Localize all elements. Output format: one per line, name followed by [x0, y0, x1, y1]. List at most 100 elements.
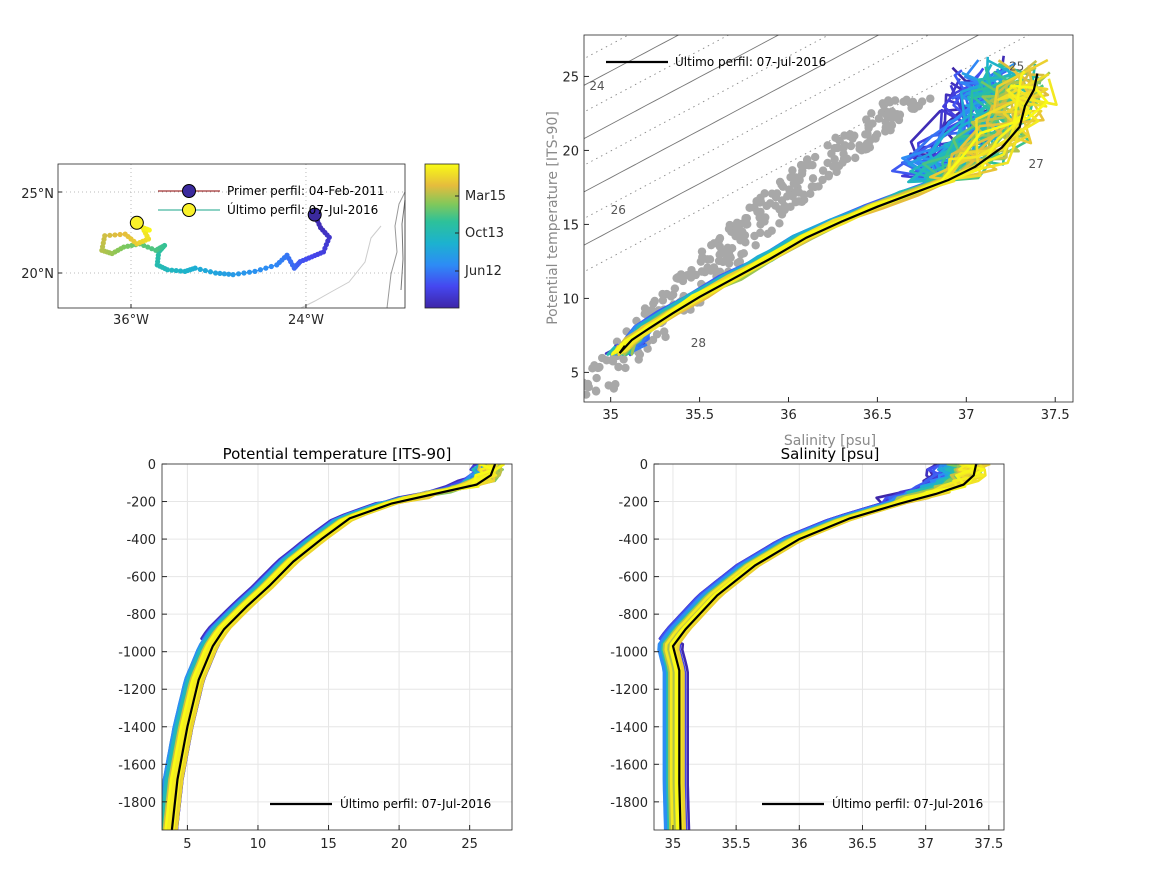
ts-climatology-point — [808, 174, 818, 183]
theta-depth-ytick-label: -400 — [126, 533, 156, 548]
ts-climatology-point — [839, 143, 848, 153]
map-profile-dot — [153, 247, 159, 253]
ts-climatology-point — [830, 154, 839, 164]
ts-climatology-point — [584, 390, 591, 399]
ts-xlabel: Salinity [psu] — [784, 433, 876, 449]
map-profile-dot — [146, 227, 152, 233]
ts-isopycnal — [584, 35, 880, 193]
salinity-depth-xtick-label: 36.5 — [848, 837, 877, 852]
theta-depth-ytick-label: -200 — [126, 496, 156, 511]
salinity-depth-ytick-label: -200 — [618, 496, 648, 511]
ts-climatology-point — [718, 257, 728, 267]
ts-climatology-point — [724, 224, 734, 234]
salinity-depth-last-profile-line — [671, 464, 978, 830]
map-profile-dot — [202, 267, 208, 274]
ts-climatology-point — [886, 125, 895, 135]
theta-depth-profile-line — [164, 464, 496, 830]
ts-climatology-point — [649, 299, 658, 308]
ts-climatology-point — [878, 99, 887, 108]
ts-isopycnal-label: 24 — [589, 79, 604, 93]
ts-climatology-point — [914, 101, 924, 111]
ts-isopycnal — [557, 0, 1108, 20]
ts-climatology-point — [839, 154, 849, 163]
salinity-depth-ytick-label: -1800 — [610, 796, 648, 811]
ts-legend-label: Último perfil: 07-Jul-2016 — [675, 54, 826, 69]
ts-climatology-point — [788, 192, 797, 201]
colorbar-tick-mar15: Mar15 — [465, 189, 506, 204]
ts-climatology-point — [824, 172, 833, 181]
ts-climatology-point — [788, 166, 797, 175]
map-frame — [57, 163, 406, 309]
ts-isopycnal-label: 27 — [1029, 157, 1044, 171]
ts-isopycnal-label: 28 — [691, 336, 706, 350]
salinity-depth-title: Salinity [psu] — [781, 445, 880, 463]
map-profile-dot — [125, 243, 131, 249]
map-profile-dot — [173, 267, 179, 274]
ts-climatology-point — [662, 289, 671, 299]
ts-isopycnal-label: 26 — [611, 203, 626, 217]
salinity-depth-ytick-label: -600 — [618, 571, 648, 586]
ts-climatology-point — [715, 242, 725, 251]
colorbar-tick-jun12: Jun12 — [464, 264, 502, 279]
theta-depth-title: Potential temperature [ITS-90] — [223, 445, 452, 463]
map-profile-dot — [102, 233, 108, 239]
map-profile-dot — [274, 262, 280, 268]
ts-climatology-point — [715, 234, 725, 243]
colorbar: Mar15 Oct13 Jun12 — [424, 163, 506, 309]
ts-isopycnal-label: 25 — [1009, 60, 1024, 74]
ts-climatology-point — [611, 379, 620, 389]
map-profile-dot — [263, 265, 269, 271]
ts-climatology-point — [652, 330, 662, 339]
salinity-depth-legend-label: Último perfil: 07-Jul-2016 — [832, 796, 983, 811]
ts-climatology-point — [835, 136, 844, 146]
ts-climatology-point — [846, 141, 856, 151]
ts-climatology-point — [796, 160, 806, 170]
map-last-profile-marker — [129, 215, 144, 230]
legend-first-label: Primer perfil: 04-Feb-2011 — [227, 184, 385, 198]
map-profile-dot — [107, 232, 113, 238]
ts-climatology-point — [895, 110, 905, 119]
salinity-depth-xtick-label: 35.5 — [722, 837, 751, 852]
ts-climatology-point — [661, 332, 670, 342]
ts-ytick-label: 20 — [562, 144, 579, 159]
ts-climatology-point — [851, 153, 860, 163]
salinity-depth-xtick-label: 35 — [665, 837, 682, 852]
ts-climatology-point — [751, 241, 760, 250]
ts-isopycnal — [584, 35, 980, 246]
theta-depth-panel: Potential temperature [ITS-90] 5 10 15 20 25… — [118, 445, 513, 852]
ts-climatology-point — [818, 175, 827, 185]
ts-ytick-label: 5 — [571, 366, 579, 381]
map-profile-dot — [177, 268, 184, 274]
ts-climatology-point — [739, 218, 749, 227]
map-profile-dot — [182, 268, 188, 274]
ts-climatology-point — [619, 355, 628, 364]
salinity-depth-ytick-label: -800 — [618, 608, 648, 623]
map-profile-dot — [207, 269, 214, 275]
salinity-depth-ytick-label: -1000 — [610, 646, 648, 661]
ts-climatology-point — [678, 276, 688, 286]
ts-climatology-point — [771, 201, 780, 210]
map-profile-dot — [212, 270, 219, 276]
ts-legend: Último perfil: 07-Jul-2016 — [606, 54, 826, 69]
ts-climatology-point — [803, 155, 812, 164]
theta-depth-plot-area — [162, 464, 506, 830]
ts-climatology-point — [806, 189, 815, 198]
ts-climatology-point — [786, 173, 795, 182]
ts-climatology-point — [621, 363, 630, 373]
ts-climatology-point — [756, 193, 765, 203]
ts-climatology-point — [794, 197, 804, 206]
salinity-depth-plot-area — [657, 464, 991, 830]
ts-isopycnal — [584, 35, 680, 86]
theta-depth-xtick-label: 5 — [183, 837, 191, 852]
ts-climatology-point — [604, 381, 613, 390]
map-profile-dot — [226, 271, 232, 277]
ts-climatology-point — [753, 207, 763, 217]
ts-climatology-point — [658, 296, 668, 305]
theta-depth-profile-line — [175, 464, 499, 830]
map-profile-dot — [169, 267, 175, 273]
ts-climatology-point — [574, 386, 582, 394]
theta-depth-profile-line — [167, 464, 498, 830]
theta-depth-ytick-label: 0 — [148, 458, 156, 473]
ts-climatology-point — [614, 362, 623, 372]
theta-depth-legend-label: Último perfil: 07-Jul-2016 — [340, 796, 491, 811]
